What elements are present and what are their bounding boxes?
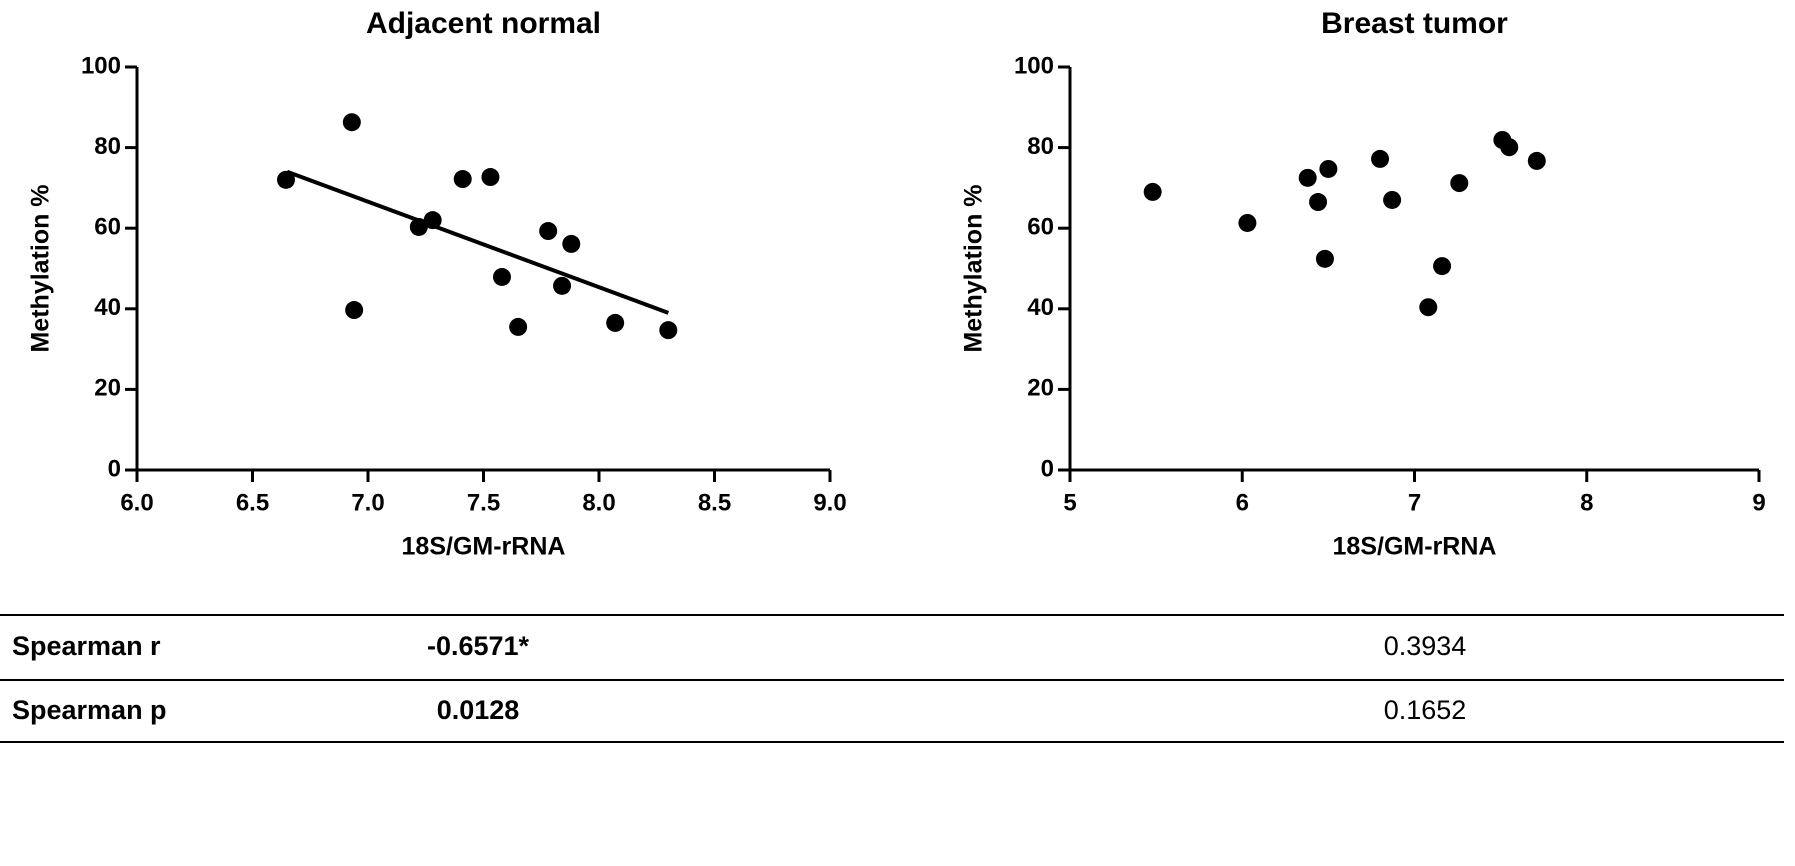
row-label: Spearman r — [12, 631, 161, 661]
x-tick-label: 8 — [1580, 489, 1593, 516]
data-point — [606, 313, 625, 332]
y-tick-label: 20 — [1027, 375, 1054, 402]
chart-title: Breast tumor — [1321, 7, 1508, 40]
x-tick-label: 7.5 — [467, 489, 500, 516]
y-tick-label: 0 — [108, 455, 121, 482]
data-point — [1383, 190, 1402, 209]
data-point — [342, 113, 361, 132]
data-point — [1319, 159, 1338, 178]
y-axis-label: Methylation % — [27, 184, 55, 352]
data-point — [562, 234, 581, 253]
data-point — [1500, 138, 1519, 157]
row-label: Spearman p — [12, 695, 167, 725]
data-point — [481, 168, 500, 187]
y-tick-label: 100 — [1014, 52, 1054, 79]
y-tick-label: 80 — [1027, 133, 1054, 160]
data-point — [553, 276, 572, 295]
data-point — [1143, 182, 1162, 201]
x-tick-label: 9 — [1752, 489, 1765, 516]
x-tick-label: 7.0 — [351, 489, 384, 516]
data-point — [1309, 193, 1328, 212]
x-tick-label: 8.5 — [698, 489, 731, 516]
y-tick-label: 40 — [94, 294, 121, 321]
cell-value: -0.6571* — [427, 631, 530, 661]
y-tick-label: 100 — [81, 52, 121, 79]
fit-line — [286, 169, 669, 315]
x-tick-label: 8.0 — [582, 489, 615, 516]
x-axis-label: 18S/GM-rRNA — [1333, 533, 1497, 561]
y-tick-label: 80 — [94, 133, 121, 160]
cell-value: 0.3934 — [1384, 631, 1467, 661]
cell-value: 0.0128 — [437, 695, 520, 725]
x-tick-label: 7 — [1408, 489, 1421, 516]
data-point — [1419, 298, 1438, 317]
y-tick-label: 20 — [94, 375, 121, 402]
x-tick-label: 9.0 — [813, 489, 846, 516]
data-point — [423, 211, 442, 230]
x-tick-label: 6.0 — [120, 489, 153, 516]
data-point — [539, 222, 558, 241]
cell-value: 0.1652 — [1384, 695, 1467, 725]
data-point — [1371, 149, 1390, 168]
y-tick-label: 40 — [1027, 294, 1054, 321]
data-point — [1450, 174, 1469, 193]
data-point — [1315, 249, 1334, 268]
data-point — [1298, 168, 1317, 187]
data-point — [276, 170, 295, 189]
data-point — [1238, 213, 1257, 232]
y-axis-label: Methylation % — [960, 184, 988, 352]
x-tick-label: 6 — [1236, 489, 1249, 516]
data-point — [659, 321, 678, 340]
data-point — [1433, 257, 1452, 276]
x-axis-label: 18S/GM-rRNA — [402, 533, 566, 561]
data-point — [492, 267, 511, 286]
data-point — [1527, 151, 1546, 170]
data-point — [453, 170, 472, 189]
data-point — [409, 217, 428, 236]
y-tick-label: 0 — [1041, 455, 1054, 482]
x-tick-label: 5 — [1063, 489, 1076, 516]
data-point — [509, 317, 528, 336]
x-tick-label: 6.5 — [236, 489, 269, 516]
y-tick-label: 60 — [1027, 214, 1054, 241]
data-point — [345, 301, 364, 320]
chart-title: Adjacent normal — [366, 7, 601, 40]
y-tick-label: 60 — [94, 214, 121, 241]
